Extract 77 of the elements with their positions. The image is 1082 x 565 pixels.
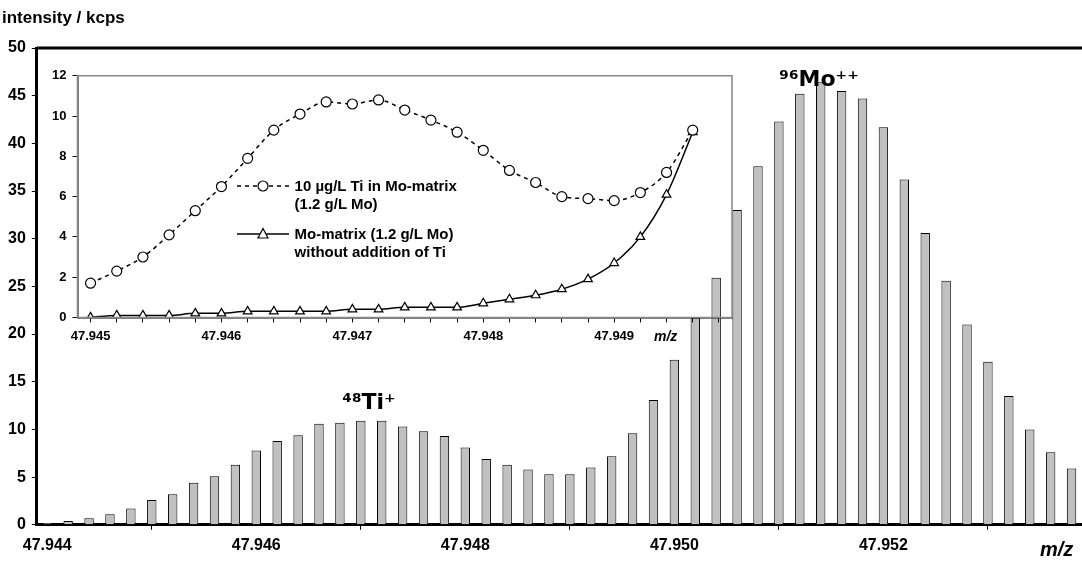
x-tick-label: 47.944 (22, 535, 72, 553)
y-tick-label: 5 (16, 467, 26, 485)
x-tick-label: 47.950 (649, 535, 699, 553)
x-tick-label: 47.948 (440, 535, 490, 553)
annotation: ⁴⁸Ti⁺ (342, 389, 396, 414)
point (556, 191, 568, 203)
point (609, 257, 620, 267)
x-axis-title: m/z (1040, 538, 1074, 561)
point (451, 126, 463, 138)
y-tick-label: 0 (16, 515, 26, 533)
point (399, 104, 411, 116)
point (556, 283, 567, 293)
point (635, 231, 646, 240)
y-tick-label: 4 (59, 228, 68, 244)
point (425, 114, 437, 126)
point (425, 301, 436, 311)
point (399, 301, 410, 311)
point (320, 96, 332, 108)
point (346, 98, 358, 110)
point (216, 307, 227, 317)
point (84, 277, 97, 289)
point (634, 186, 646, 199)
point (504, 293, 515, 303)
point (372, 94, 385, 106)
y-tick-label: 35 (8, 181, 26, 199)
point (215, 180, 228, 193)
point (321, 305, 332, 315)
legend-label: Mo-matrix (1.2 g/L Mo) without addition of Ti (294, 225, 455, 262)
y-tick-label: 12 (51, 67, 67, 83)
point (190, 307, 201, 317)
y-tick-label: 40 (8, 133, 26, 151)
point (373, 303, 384, 313)
x-tick-label: 47.946 (201, 327, 242, 343)
y-tick-label: 25 (8, 276, 26, 294)
y-tick-label: 20 (8, 324, 26, 342)
point (268, 124, 280, 136)
point (347, 303, 358, 313)
x-tick-label: 47.946 (231, 535, 281, 553)
y-tick-label: 6 (59, 188, 67, 204)
point (583, 273, 593, 283)
point (478, 297, 489, 307)
y-tick-label: 10 (8, 419, 26, 437)
y-tick-label: 15 (8, 372, 26, 390)
point (189, 205, 201, 217)
x-tick-label: 47.948 (463, 327, 504, 343)
x-tick-label: 47.949 (594, 327, 635, 343)
x-tick-label: 47.947 (332, 327, 373, 343)
y-tick-label: 10 (51, 107, 67, 123)
y-tick-label: 30 (8, 229, 26, 247)
annotation: ⁹⁶Mo⁺⁺ (779, 66, 859, 91)
point (295, 305, 305, 315)
legend-label: 10 µg/L Ti in Mo-matrix (1.2 g/L Mo) (294, 177, 458, 214)
y-tick-label: 0 (59, 308, 67, 324)
point (503, 164, 516, 177)
point (294, 108, 306, 120)
point (268, 305, 279, 315)
y-tick-label: 45 (8, 86, 26, 104)
point (530, 176, 542, 189)
point (137, 251, 149, 263)
point (608, 195, 620, 207)
y-tick-label: 50 (8, 38, 26, 56)
point (242, 305, 253, 315)
point (163, 229, 175, 241)
y-axis-title: intensity / kcps (2, 8, 125, 28)
y-tick-label: 2 (59, 268, 67, 284)
point (530, 289, 541, 299)
point (452, 301, 463, 311)
x-axis-title: m/z (654, 328, 678, 344)
x-tick-label: 47.945 (70, 327, 111, 343)
point (660, 166, 673, 179)
x-tick-label: 47.952 (858, 535, 908, 553)
y-tick-label: 8 (59, 147, 67, 163)
point (111, 265, 123, 277)
point (661, 188, 672, 198)
point (582, 193, 594, 205)
point (477, 144, 489, 156)
point (242, 152, 254, 164)
